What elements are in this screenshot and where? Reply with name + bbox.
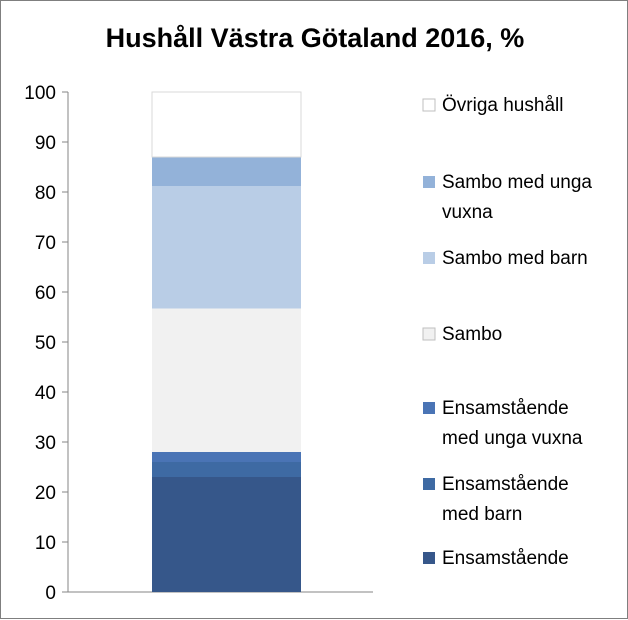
legend-label: Ensamstående <box>442 398 569 419</box>
legend-label: med unga vuxna <box>442 428 583 449</box>
bar-segment <box>152 308 301 452</box>
y-tick-label: 60 <box>35 283 56 304</box>
chart-title: Hushåll Västra Götaland 2016, % <box>105 23 525 53</box>
bar-segment <box>151 91 302 158</box>
legend-marker <box>422 327 436 341</box>
y-tick-label: 70 <box>35 233 56 254</box>
legend-marker <box>423 552 435 564</box>
bar-segment <box>152 462 301 477</box>
legend-label: med barn <box>442 504 522 525</box>
bar-segment <box>152 452 301 462</box>
legend-label: Sambo med unga <box>442 172 592 193</box>
legend-label: Ensamstående <box>442 548 569 569</box>
legend-marker <box>423 478 435 490</box>
legend-marker <box>423 252 435 264</box>
legend-label: Ensamstående <box>442 474 569 495</box>
y-tick-label: 10 <box>35 533 56 554</box>
y-tick-label: 40 <box>35 383 56 404</box>
bar-segment <box>152 477 301 592</box>
legend-marker <box>423 402 435 414</box>
y-tick-label: 30 <box>35 433 56 454</box>
y-tick-label: 100 <box>24 83 56 104</box>
y-tick-label: 50 <box>35 333 56 354</box>
bar-segment <box>152 186 301 309</box>
legend-label: Övriga hushåll <box>442 95 563 116</box>
y-tick-label: 80 <box>35 183 56 204</box>
legend-marker <box>422 98 436 112</box>
legend-label: Sambo <box>442 324 502 345</box>
y-tick-label: 0 <box>45 583 56 604</box>
y-tick-label: 90 <box>35 133 56 154</box>
y-tick-label: 20 <box>35 483 56 504</box>
legend-marker <box>423 176 435 188</box>
legend-label: Sambo med barn <box>442 248 588 269</box>
bar-segment <box>152 157 301 186</box>
legend-label: vuxna <box>442 202 493 223</box>
